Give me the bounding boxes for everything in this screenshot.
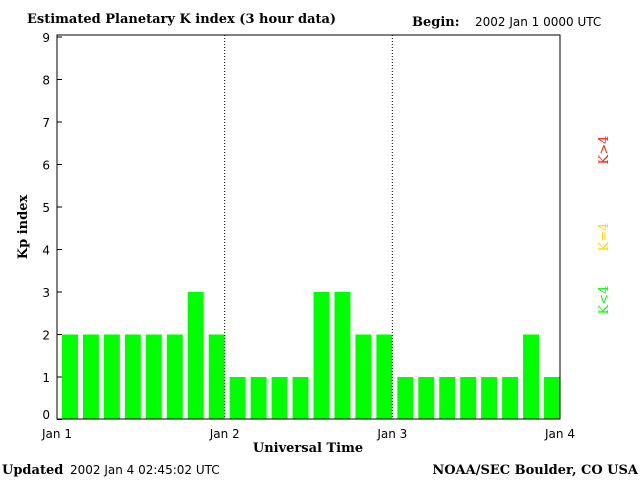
- kp-bar: [145, 334, 162, 419]
- kp-bar: [313, 292, 330, 419]
- y-axis-label: Kp index: [16, 195, 31, 260]
- kp-bar: [355, 334, 372, 419]
- y-tick-label: 9: [42, 31, 50, 45]
- y-tick-label: 7: [42, 116, 50, 130]
- y-tick-label: 8: [42, 74, 50, 88]
- kp-bar: [166, 334, 183, 419]
- y-tick-label: 2: [42, 329, 50, 343]
- kp-bar: [292, 377, 309, 419]
- x-tick-label: Jan 2: [209, 427, 240, 441]
- kp-bar: [481, 377, 498, 419]
- legend-entry: K=4: [597, 223, 612, 252]
- y-tick-label: 3: [42, 286, 50, 300]
- kp-bar: [208, 334, 225, 419]
- updated-value: 2002 Jan 4 02:45:02 UTC: [70, 463, 220, 477]
- kp-bar: [418, 377, 435, 419]
- y-tick-label: 0: [42, 408, 50, 422]
- kp-bar: [250, 377, 267, 419]
- kp-bar: [62, 334, 78, 419]
- chart-title: Estimated Planetary K index (3 hour data…: [27, 12, 336, 27]
- kp-bar: [103, 334, 120, 419]
- updated-label: Updated: [2, 463, 63, 478]
- y-tick-label: 6: [42, 159, 50, 173]
- credit: NOAA/SEC Boulder, CO USA: [432, 463, 639, 478]
- x-tick-label: Jan 3: [376, 427, 407, 441]
- kp-bar: [397, 377, 414, 419]
- begin-label: Begin:: [412, 15, 460, 30]
- kp-bar: [439, 377, 456, 419]
- kp-bar: [460, 377, 477, 419]
- y-tick-label: 5: [42, 201, 50, 215]
- kp-bar: [82, 334, 99, 419]
- y-tick-label: 4: [42, 244, 50, 258]
- kp-bar: [229, 377, 246, 419]
- kp-bar: [187, 292, 204, 419]
- x-axis-label: Universal Time: [253, 441, 363, 456]
- kp-bar: [271, 377, 288, 419]
- kp-bar: [124, 334, 141, 419]
- kp-bar: [523, 334, 540, 419]
- kp-bar: [544, 377, 560, 419]
- plot-frame: [56, 34, 561, 420]
- kp-bar: [334, 292, 351, 419]
- kp-bar: [376, 334, 393, 419]
- kp-bar: [502, 377, 519, 419]
- begin-value: 2002 Jan 1 0000 UTC: [475, 15, 601, 29]
- x-tick-label: Jan 4: [544, 427, 575, 441]
- y-tick-label: 1: [42, 371, 50, 385]
- legend-entry: K<4: [597, 286, 612, 315]
- legend-entry: K>4: [597, 136, 612, 165]
- x-tick-label: Jan 1: [41, 427, 72, 441]
